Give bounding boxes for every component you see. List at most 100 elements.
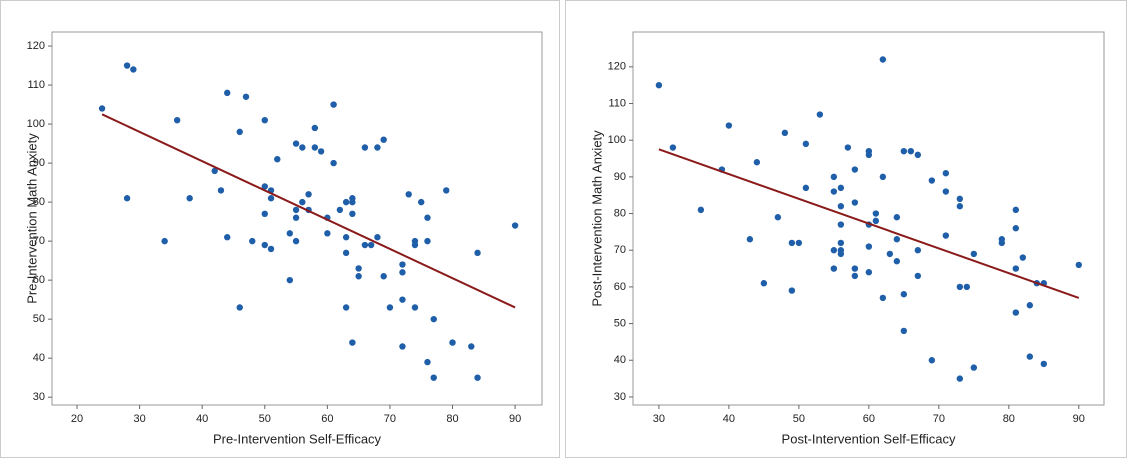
point xyxy=(865,151,873,159)
point xyxy=(781,129,789,137)
point xyxy=(1012,225,1020,232)
point xyxy=(1026,302,1034,309)
point xyxy=(98,105,106,112)
point xyxy=(330,101,337,108)
point xyxy=(1012,265,1020,272)
y-tick-label: 50 xyxy=(33,313,45,325)
x-axis-label: Post-Intervention Self-Efficacy xyxy=(782,431,956,446)
point xyxy=(970,364,978,371)
y-tick-label: 40 xyxy=(614,354,626,366)
point xyxy=(1075,261,1083,269)
point xyxy=(305,191,312,198)
point xyxy=(242,93,250,100)
point xyxy=(361,144,369,151)
point xyxy=(311,144,319,151)
panel xyxy=(565,0,1127,458)
point xyxy=(837,239,845,247)
point xyxy=(380,273,387,280)
point xyxy=(430,374,437,381)
point xyxy=(386,304,394,311)
point xyxy=(224,234,231,241)
point xyxy=(342,198,350,206)
point xyxy=(851,166,859,173)
y-tick-label: 60 xyxy=(614,281,626,293)
y-tick-label: 110 xyxy=(27,79,45,91)
y-tick-label: 90 xyxy=(614,171,626,183)
y-tick-label: 100 xyxy=(27,118,45,130)
x-tick-label: 50 xyxy=(259,413,271,425)
point xyxy=(236,128,243,136)
point xyxy=(788,287,796,294)
point xyxy=(349,210,356,218)
point xyxy=(837,184,845,192)
point xyxy=(418,198,425,206)
point xyxy=(879,56,887,63)
point xyxy=(443,187,450,194)
point xyxy=(851,272,859,280)
y-tick-label: 30 xyxy=(33,391,45,403)
point xyxy=(928,357,936,364)
y-tick-label: 60 xyxy=(33,274,45,286)
point xyxy=(292,140,300,147)
point xyxy=(186,195,193,202)
point xyxy=(130,66,137,73)
x-tick-label: 70 xyxy=(933,413,945,425)
point xyxy=(261,210,268,218)
point xyxy=(788,239,796,247)
point xyxy=(830,247,838,254)
point xyxy=(830,265,838,272)
point xyxy=(802,184,810,192)
point xyxy=(424,358,431,366)
point xyxy=(236,304,243,311)
point xyxy=(1019,254,1027,261)
point xyxy=(753,159,761,166)
point xyxy=(830,173,838,181)
point xyxy=(286,230,294,237)
point xyxy=(380,136,387,143)
point xyxy=(430,315,437,323)
y-tick-label: 50 xyxy=(614,317,626,329)
x-tick-label: 60 xyxy=(863,413,875,425)
point xyxy=(349,198,356,206)
point xyxy=(211,167,218,175)
point xyxy=(511,222,519,229)
point xyxy=(837,203,845,210)
y-axis-label: Post-Intervention Math Anxiety xyxy=(589,130,604,307)
point xyxy=(893,258,901,265)
point xyxy=(424,237,431,245)
x-tick-label: 40 xyxy=(723,413,735,425)
point xyxy=(367,241,375,249)
point xyxy=(1040,360,1048,368)
point xyxy=(697,206,705,214)
point xyxy=(879,294,887,302)
point xyxy=(928,177,936,184)
point xyxy=(760,280,768,287)
x-tick-label: 30 xyxy=(653,413,665,425)
point xyxy=(411,304,419,311)
point xyxy=(261,183,268,190)
point xyxy=(907,147,915,155)
point xyxy=(424,214,431,221)
point xyxy=(893,236,901,243)
fit-line xyxy=(658,148,1080,299)
point xyxy=(900,147,908,155)
point xyxy=(879,173,887,181)
point xyxy=(844,144,852,151)
y-tick-label: 90 xyxy=(33,157,45,169)
x-tick-label: 20 xyxy=(71,413,83,425)
point xyxy=(249,237,256,245)
point xyxy=(1012,206,1020,214)
point xyxy=(1012,309,1020,316)
point xyxy=(324,230,331,237)
point xyxy=(725,122,733,129)
point xyxy=(774,214,782,221)
point xyxy=(942,232,950,239)
point xyxy=(292,237,300,245)
point xyxy=(217,187,225,194)
point xyxy=(292,206,300,214)
x-tick-label: 80 xyxy=(446,413,458,425)
point xyxy=(173,116,181,124)
point xyxy=(1026,353,1034,360)
point xyxy=(942,188,950,195)
point xyxy=(830,188,838,195)
